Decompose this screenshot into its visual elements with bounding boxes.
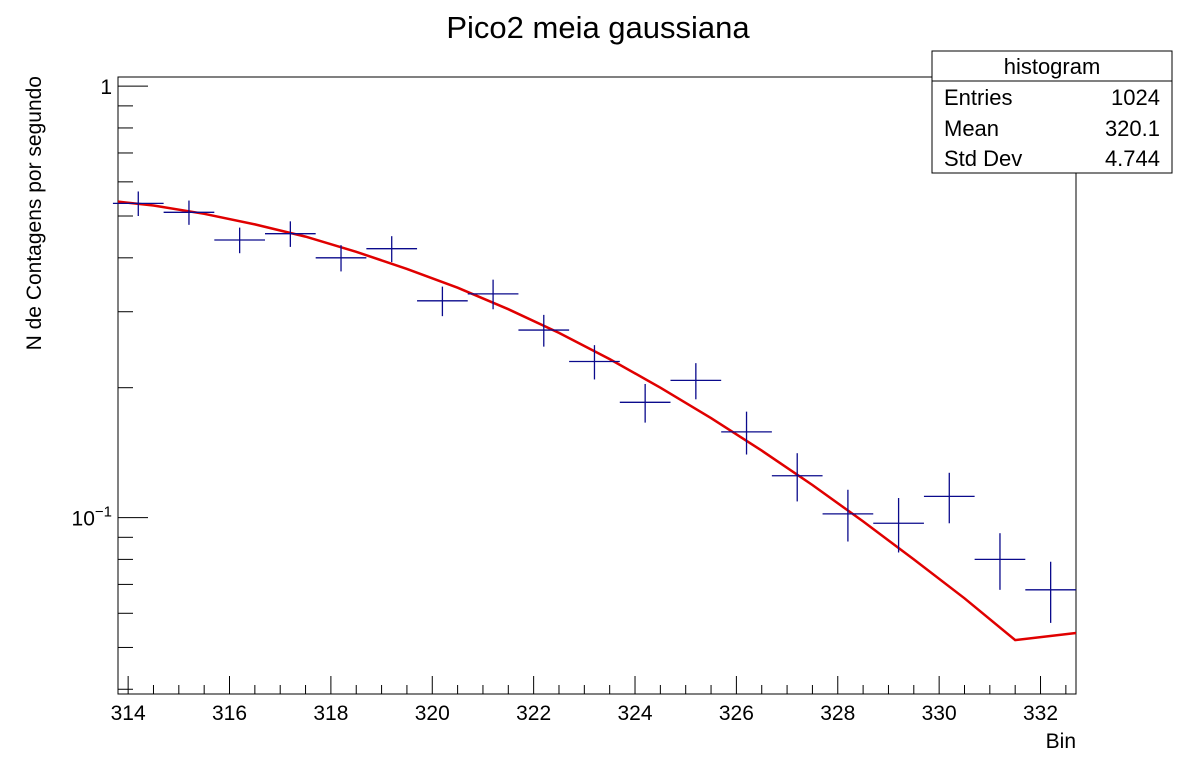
stats-mean-value: 320.1 bbox=[1105, 116, 1160, 141]
data-point bbox=[771, 453, 823, 502]
fit-curve bbox=[117, 200, 1077, 642]
x-tick-label: 316 bbox=[212, 702, 247, 725]
data-point bbox=[873, 498, 924, 553]
x-tick-label: 322 bbox=[516, 702, 551, 725]
x-tick-label: 314 bbox=[111, 702, 146, 725]
data-point bbox=[518, 314, 570, 347]
stats-box-frame bbox=[931, 50, 1173, 174]
data-point bbox=[417, 286, 468, 317]
data-point bbox=[467, 279, 519, 310]
stats-box-title: histogram bbox=[1004, 54, 1101, 79]
data-point bbox=[163, 200, 215, 225]
data-point bbox=[721, 411, 772, 455]
y-tick-label: 10−1 bbox=[72, 504, 112, 531]
fit-curve-layer bbox=[117, 200, 1077, 642]
data-point bbox=[1025, 561, 1076, 623]
x-axis: 314 316 318 320 322 324 326 328 330 332 bbox=[111, 676, 1067, 725]
x-tick-label: 320 bbox=[415, 702, 450, 725]
data-points-layer bbox=[112, 191, 1076, 623]
x-tick-label: 326 bbox=[719, 702, 754, 725]
chart-title: Pico2 meia gaussiana bbox=[446, 10, 750, 45]
data-point bbox=[974, 533, 1026, 590]
stats-stddev-label: Std Dev bbox=[944, 146, 1022, 171]
data-point bbox=[214, 227, 265, 254]
data-point bbox=[670, 363, 722, 400]
stats-entries-value: 1024 bbox=[1111, 85, 1160, 110]
data-point bbox=[112, 191, 164, 217]
stats-mean-label: Mean bbox=[944, 116, 999, 141]
data-point bbox=[619, 383, 671, 423]
y-tick-label: 1 bbox=[100, 76, 112, 99]
x-tick-label: 318 bbox=[313, 702, 348, 725]
x-tick-label: 324 bbox=[617, 702, 652, 725]
x-axis-label: Bin bbox=[1046, 730, 1076, 753]
stats-entries-label: Entries bbox=[944, 85, 1012, 110]
y-axis: 1 10−1 bbox=[72, 76, 148, 690]
data-point bbox=[315, 245, 367, 272]
x-tick-label: 328 bbox=[820, 702, 855, 725]
plot-frame bbox=[117, 76, 1077, 695]
x-tick-label: 332 bbox=[1023, 702, 1058, 725]
data-point bbox=[822, 489, 874, 542]
y-axis-label: N de Contagens por segundo bbox=[23, 76, 46, 350]
data-point bbox=[569, 345, 620, 380]
stats-box: histogram Entries 1024 Mean 320.1 Std De… bbox=[931, 50, 1173, 174]
data-point bbox=[366, 236, 418, 263]
x-tick-label: 330 bbox=[922, 702, 957, 725]
data-point bbox=[923, 472, 975, 524]
data-point bbox=[264, 221, 316, 247]
stats-stddev-value: 4.744 bbox=[1105, 146, 1160, 171]
